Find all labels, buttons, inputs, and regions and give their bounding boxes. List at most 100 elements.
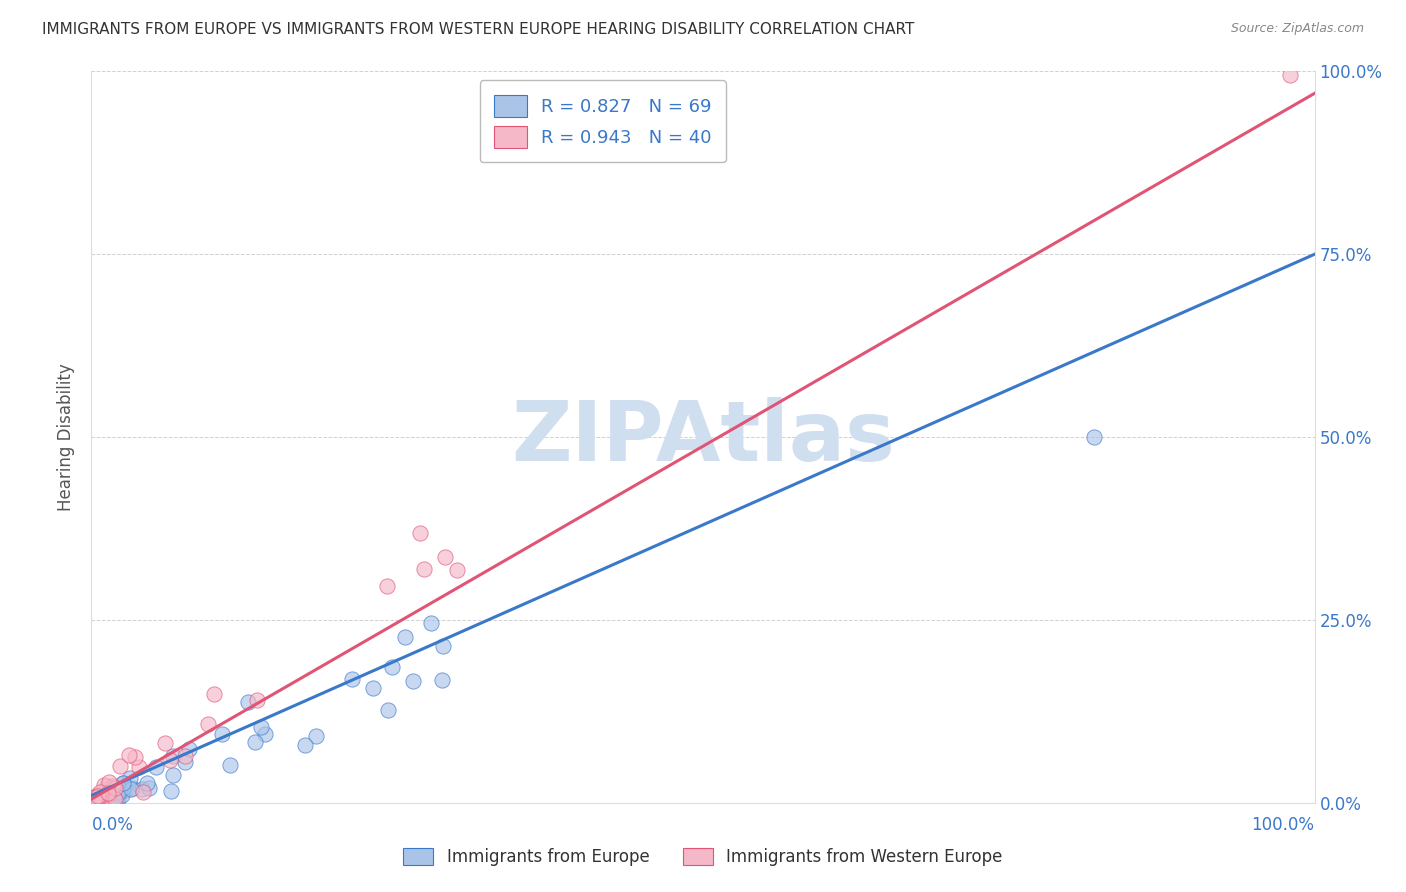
Point xyxy=(98,792,121,806)
Point xyxy=(105,787,128,801)
Point xyxy=(249,721,271,735)
Point xyxy=(145,759,167,773)
Point xyxy=(179,742,201,756)
Point xyxy=(105,791,128,805)
Point xyxy=(83,794,105,808)
Point xyxy=(111,776,134,790)
Point xyxy=(86,788,108,802)
Point xyxy=(114,783,136,797)
Point xyxy=(82,795,104,809)
Point xyxy=(82,794,104,808)
Point xyxy=(86,789,108,803)
Text: 0.0%: 0.0% xyxy=(91,816,134,834)
Point xyxy=(89,792,111,806)
Point xyxy=(211,727,233,741)
Point xyxy=(162,768,184,782)
Point xyxy=(124,750,146,764)
Point xyxy=(108,759,131,773)
Point xyxy=(90,794,112,808)
Point xyxy=(159,753,181,767)
Point xyxy=(103,791,125,805)
Point xyxy=(96,786,118,800)
Point xyxy=(377,579,399,593)
Point xyxy=(83,794,105,808)
Point xyxy=(402,673,425,688)
Point xyxy=(87,791,110,805)
Point xyxy=(377,702,399,716)
Text: Source: ZipAtlas.com: Source: ZipAtlas.com xyxy=(1230,22,1364,36)
Point xyxy=(135,776,157,790)
Point xyxy=(107,792,129,806)
Point xyxy=(103,791,125,805)
Point xyxy=(96,780,118,794)
Text: ZIPAtlas: ZIPAtlas xyxy=(510,397,896,477)
Point xyxy=(1279,68,1302,82)
Point xyxy=(114,779,136,793)
Text: IMMIGRANTS FROM EUROPE VS IMMIGRANTS FROM WESTERN EUROPE HEARING DISABILITY CORR: IMMIGRANTS FROM EUROPE VS IMMIGRANTS FRO… xyxy=(42,22,914,37)
Point xyxy=(82,793,104,807)
Point xyxy=(253,727,276,741)
Point xyxy=(246,692,269,706)
Point xyxy=(86,793,108,807)
Point xyxy=(294,738,316,752)
Point xyxy=(111,789,134,803)
Point xyxy=(101,779,124,793)
Text: 100.0%: 100.0% xyxy=(1251,816,1315,834)
Point xyxy=(93,787,115,801)
Point xyxy=(96,789,118,804)
Point xyxy=(118,771,141,785)
Point xyxy=(153,736,176,750)
Point xyxy=(162,748,184,763)
Point xyxy=(97,774,120,789)
Point xyxy=(131,781,153,796)
Point xyxy=(97,787,120,801)
Point xyxy=(160,784,183,798)
Point xyxy=(446,563,468,577)
Point xyxy=(103,792,125,806)
Point xyxy=(238,695,260,709)
Point xyxy=(104,780,127,795)
Point xyxy=(408,526,430,541)
Legend: Immigrants from Europe, Immigrants from Western Europe: Immigrants from Europe, Immigrants from … xyxy=(395,840,1011,875)
Legend: R = 0.827   N = 69, R = 0.943   N = 40: R = 0.827 N = 69, R = 0.943 N = 40 xyxy=(479,80,725,162)
Point xyxy=(138,780,160,795)
Point xyxy=(84,790,107,805)
Y-axis label: Hearing Disability: Hearing Disability xyxy=(58,363,76,511)
Point xyxy=(381,660,404,674)
Point xyxy=(108,784,131,798)
Point xyxy=(174,755,197,769)
Point xyxy=(90,789,112,803)
Point xyxy=(97,789,120,804)
Point xyxy=(94,794,117,808)
Point xyxy=(83,792,105,806)
Point xyxy=(89,784,111,798)
Point xyxy=(340,673,363,687)
Point xyxy=(112,776,135,790)
Point xyxy=(117,747,139,762)
Point xyxy=(93,778,115,792)
Point xyxy=(90,792,112,806)
Point xyxy=(197,717,219,731)
Point xyxy=(120,781,142,796)
Point xyxy=(128,760,150,774)
Point xyxy=(82,795,104,809)
Point xyxy=(1083,430,1105,444)
Point xyxy=(218,758,240,772)
Point xyxy=(174,748,197,763)
Point xyxy=(82,795,104,809)
Point xyxy=(434,550,457,565)
Point xyxy=(202,687,225,701)
Point xyxy=(86,795,108,809)
Point xyxy=(82,795,104,809)
Point xyxy=(112,780,135,795)
Point xyxy=(413,562,436,576)
Point xyxy=(245,734,267,748)
Point xyxy=(84,794,107,808)
Point xyxy=(420,616,443,631)
Point xyxy=(105,789,128,803)
Point xyxy=(304,729,326,743)
Point xyxy=(121,781,143,796)
Point xyxy=(394,630,416,644)
Point xyxy=(91,794,114,808)
Point xyxy=(132,785,155,799)
